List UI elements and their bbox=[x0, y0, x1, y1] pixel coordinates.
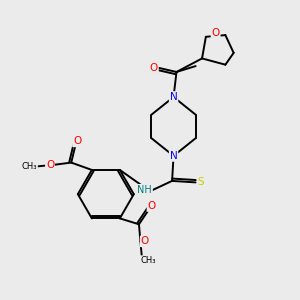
Text: O: O bbox=[150, 63, 158, 73]
Text: O: O bbox=[212, 28, 220, 38]
Text: S: S bbox=[198, 177, 204, 188]
Text: CH₃: CH₃ bbox=[140, 256, 155, 265]
Text: O: O bbox=[46, 160, 54, 170]
Text: O: O bbox=[73, 136, 81, 146]
Text: N: N bbox=[170, 92, 177, 102]
Text: N: N bbox=[170, 151, 177, 161]
Text: CH₃: CH₃ bbox=[22, 162, 37, 171]
Text: O: O bbox=[141, 236, 149, 246]
Text: O: O bbox=[148, 201, 156, 211]
Text: NH: NH bbox=[137, 185, 152, 195]
